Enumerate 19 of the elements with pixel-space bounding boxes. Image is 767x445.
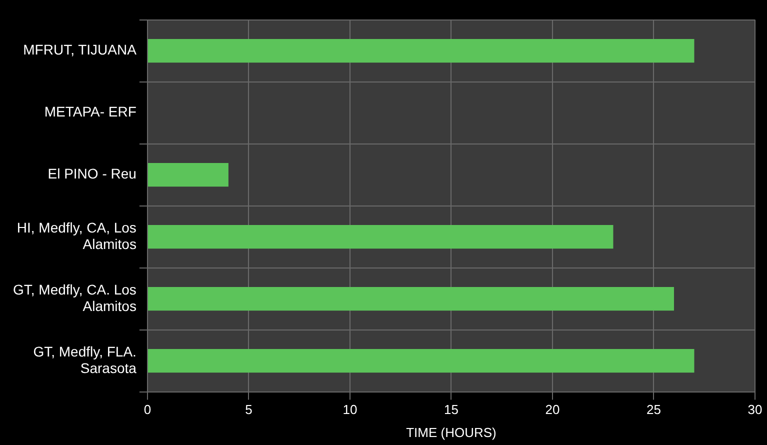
y-tick-label: GT, Medfly, FLA. Sarasota — [33, 343, 137, 376]
y-tick-label: MFRUT, TIJUANA — [23, 42, 138, 58]
y-tick-label: GT, Medfly, CA. Los Alamitos — [12, 281, 136, 314]
x-tick-label: 20 — [545, 402, 560, 418]
bar — [148, 348, 694, 373]
y-tick-label: METAPA- ERF — [44, 104, 136, 120]
bar — [148, 162, 228, 187]
bar — [148, 286, 674, 311]
y-tick-label: HI, Medfly, CA, Los Alamitos — [16, 219, 136, 252]
x-tick-label: 30 — [748, 402, 762, 418]
bar — [148, 224, 614, 249]
x-tick-label: 5 — [245, 402, 252, 418]
x-tick-label: 0 — [144, 402, 152, 418]
x-tick-label: 15 — [444, 402, 458, 418]
y-tick-label: El PINO - Reu — [48, 166, 136, 182]
bar — [148, 38, 694, 63]
x-tick-label: 10 — [342, 402, 358, 418]
x-axis-title: TIME (HOURS) — [406, 424, 496, 440]
x-tick-label: 25 — [646, 402, 661, 418]
